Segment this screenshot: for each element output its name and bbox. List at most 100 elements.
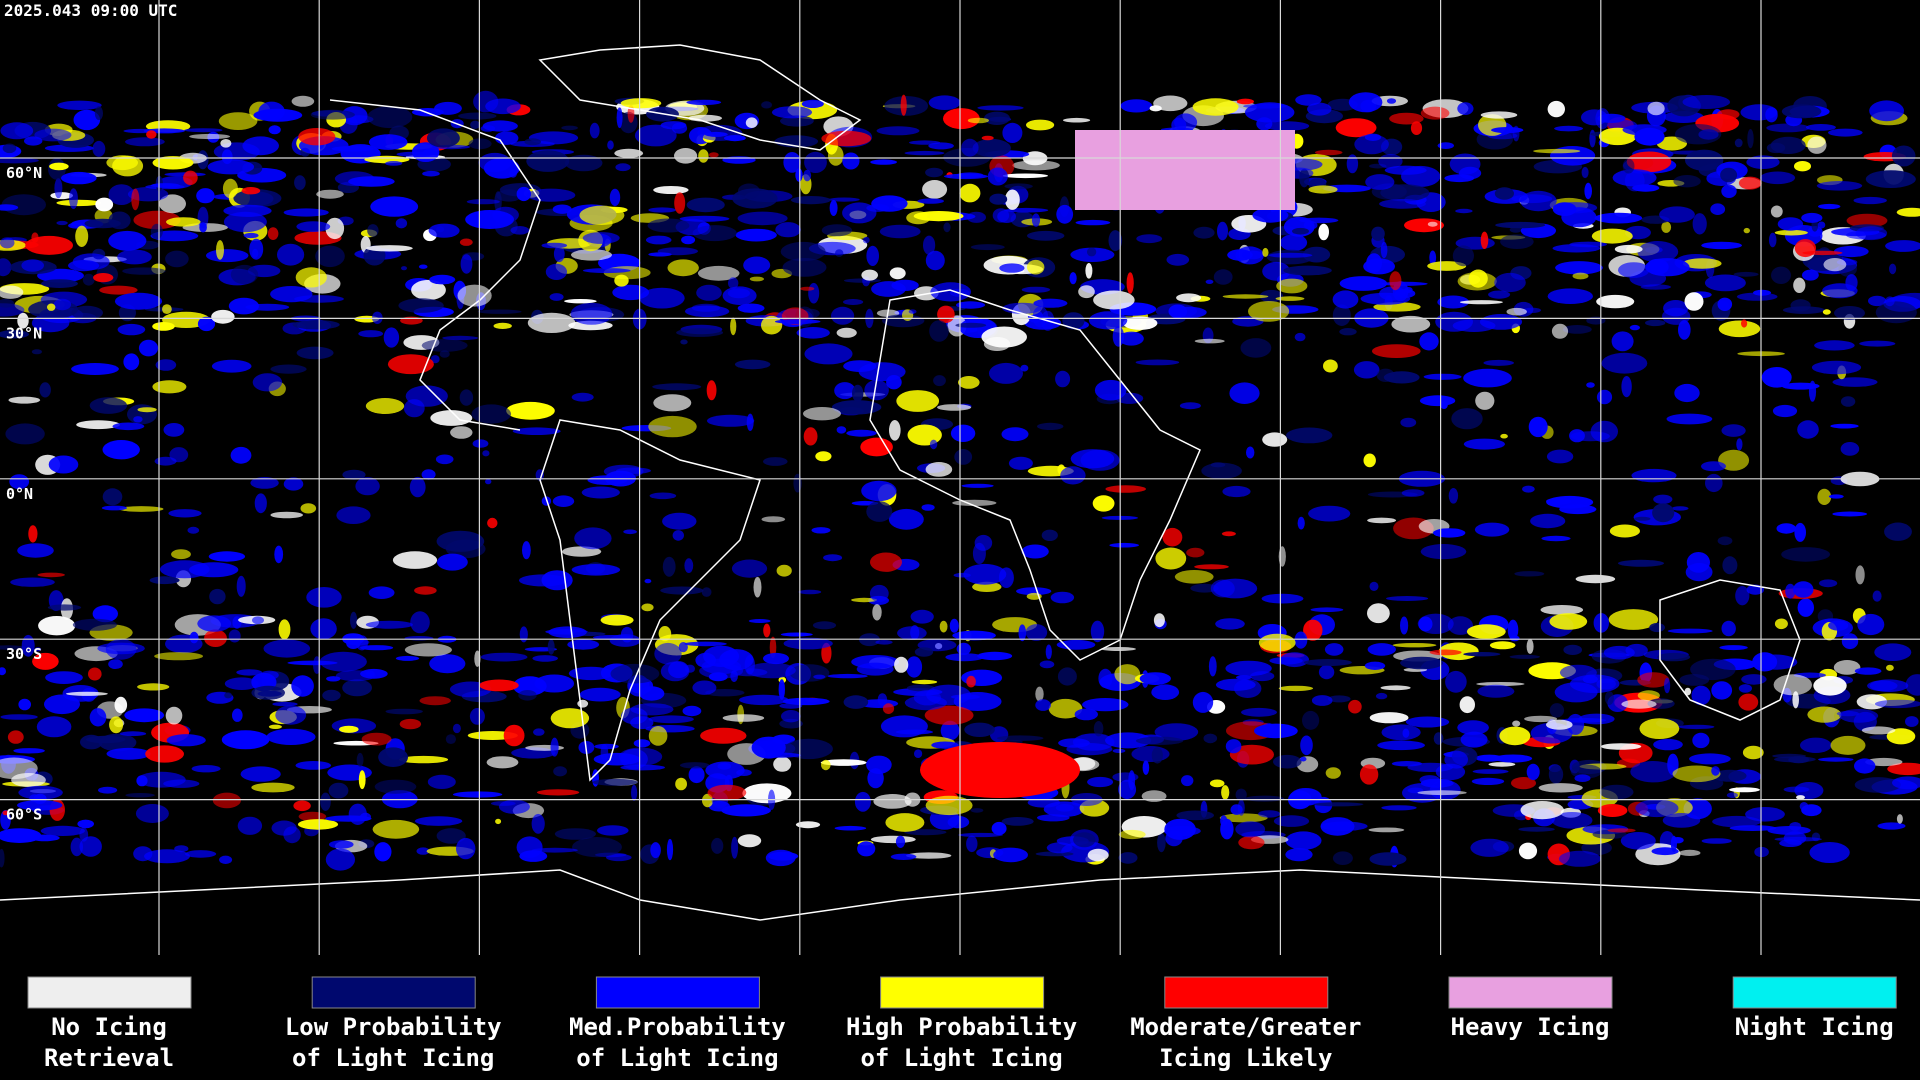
cloud-patch (320, 792, 331, 811)
cloud-patch (1429, 649, 1462, 656)
cloud-patch (553, 766, 567, 777)
cloud-patch (1353, 361, 1380, 379)
cloud-patch (1770, 205, 1783, 218)
cloud-patch (1684, 292, 1704, 311)
cloud-patch (1391, 315, 1431, 333)
cloud-patch (977, 651, 1013, 661)
cloud-patch (434, 101, 462, 115)
cloud-patch (1419, 332, 1439, 351)
cloud-patch (697, 124, 743, 141)
cloud-patch (804, 343, 853, 365)
cloud-patch (1060, 466, 1086, 485)
cloud-patch (1563, 644, 1582, 656)
cloud-patch (1364, 661, 1386, 670)
cloud-patch (1363, 453, 1376, 468)
cloud-patch (768, 851, 799, 861)
cloud-patch (1186, 547, 1205, 558)
cloud-patch (1093, 290, 1135, 310)
cloud-patch (1480, 231, 1489, 249)
cloud-patch (1854, 777, 1901, 793)
cloud-patch (266, 728, 316, 746)
cloud-patch (1460, 731, 1488, 748)
cloud-patch (1872, 590, 1882, 602)
cloud-patch (536, 789, 580, 796)
cloud-patch (943, 222, 951, 233)
cloud-patch (1401, 489, 1425, 497)
cloud-patch (442, 335, 479, 341)
cloud-patch (1039, 660, 1055, 669)
cloud-patch (138, 339, 159, 357)
cloud-patch (1229, 382, 1260, 405)
cloud-patch (1794, 239, 1816, 258)
cloud-patch (1673, 175, 1701, 188)
cloud-patch (36, 716, 72, 738)
cloud-patch (737, 303, 765, 313)
cloud-patch (168, 509, 202, 518)
cloud-patch (742, 783, 792, 804)
cloud-patch (1365, 174, 1395, 190)
cloud-patch (914, 749, 923, 758)
cloud-patch (1092, 495, 1115, 512)
cloud-patch (1483, 359, 1514, 366)
cloud-patch (478, 152, 512, 173)
cloud-patch (843, 360, 877, 372)
cloud-patch (1303, 619, 1323, 641)
cloud-patch (1494, 187, 1514, 200)
legend-swatch (595, 976, 760, 1009)
cloud-patch (1743, 227, 1751, 234)
cloud-patch (783, 637, 833, 650)
cloud-patch (1640, 284, 1672, 290)
cloud-patch (956, 642, 971, 656)
cloud-patch (1721, 424, 1746, 437)
cloud-patch (1799, 802, 1809, 811)
cloud-patch (1367, 603, 1390, 624)
cloud-patch (813, 674, 826, 679)
cloud-patch (482, 450, 490, 457)
cloud-patch (69, 188, 78, 210)
cloud-patch (473, 90, 499, 113)
cloud-patch (1816, 181, 1863, 191)
cloud-patch (40, 825, 85, 837)
cloud-patch (749, 276, 765, 282)
cloud-patch (17, 543, 54, 558)
cloud-patch (1320, 817, 1355, 836)
cloud-patch (490, 801, 516, 806)
cloud-patch (708, 152, 719, 158)
cloud-patch (325, 217, 345, 240)
cloud-patch (1262, 247, 1269, 257)
cloud-patch (1659, 206, 1695, 223)
cloud-patch (1056, 204, 1074, 224)
cloud-patch (1369, 581, 1379, 592)
cloud-patch (1574, 774, 1591, 782)
cloud-patch (851, 597, 878, 603)
cloud-patch (552, 204, 572, 214)
cloud-patch (966, 211, 987, 223)
cloud-patch (870, 835, 916, 844)
cloud-patch (1635, 799, 1679, 818)
cloud-patch (1194, 338, 1225, 344)
cloud-patch (72, 618, 117, 631)
cloud-patch (782, 258, 827, 277)
cloud-patch (336, 506, 371, 524)
cloud-patch (366, 670, 375, 677)
cloud-patch (204, 629, 227, 647)
cloud-patch (1859, 340, 1896, 347)
cloud-patch (1645, 258, 1690, 277)
cloud-patch (728, 277, 739, 289)
cloud-patch (1689, 753, 1731, 765)
cloud-patch (1474, 522, 1510, 537)
cloud-patch (220, 139, 232, 148)
cloud-patch (1245, 102, 1295, 123)
cloud-patch (270, 286, 313, 303)
cloud-patch (1380, 184, 1430, 202)
cloud-patch (722, 714, 765, 722)
cloud-patch (1100, 647, 1136, 651)
cloud-patch (1323, 359, 1338, 373)
cloud-field (0, 90, 1920, 871)
cloud-patch (843, 695, 869, 709)
cloud-patch (368, 134, 408, 150)
cloud-patch (895, 835, 906, 848)
cloud-patch (633, 739, 651, 748)
cloud-patch (25, 235, 74, 255)
cloud-patch (1241, 707, 1277, 717)
